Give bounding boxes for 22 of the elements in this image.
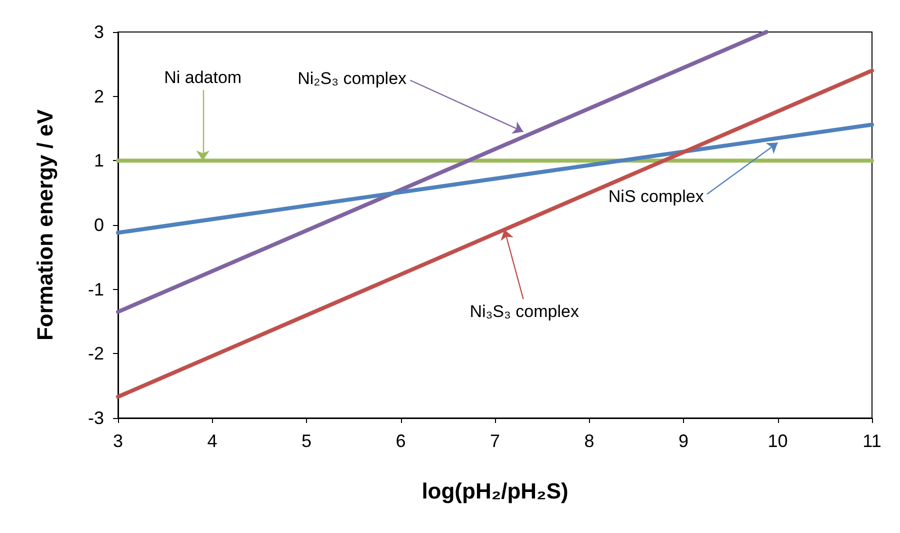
y-tick-label: -1 bbox=[88, 279, 104, 300]
y-tick-label: 2 bbox=[94, 86, 104, 106]
y-tick-label: 0 bbox=[94, 215, 104, 235]
x-tick-label: 8 bbox=[584, 431, 594, 451]
y-axis-title: Formation energy / eV bbox=[32, 109, 58, 341]
x-tick-label: 7 bbox=[490, 431, 500, 451]
annotation: Ni₂S₃ complex bbox=[298, 69, 408, 88]
x-tick-label: 6 bbox=[396, 431, 406, 451]
y-tick-label: 1 bbox=[94, 150, 104, 171]
y-tick-label: -2 bbox=[88, 344, 104, 364]
annotation: Ni adatom bbox=[164, 68, 242, 87]
x-axis-title: log(pH₂/pH₂S) bbox=[422, 478, 568, 504]
x-tick-label: 11 bbox=[862, 431, 882, 451]
annotation: NiS complex bbox=[608, 186, 704, 206]
x-tick-label: 5 bbox=[301, 431, 312, 451]
annotation: Ni₃S₃ complex bbox=[470, 302, 580, 321]
x-tick-label: 9 bbox=[678, 431, 689, 451]
x-tick-label: 4 bbox=[207, 431, 218, 451]
y-tick-label: -3 bbox=[88, 408, 104, 428]
x-tick-label: 10 bbox=[768, 431, 788, 451]
y-tick-label: 3 bbox=[94, 22, 104, 42]
x-tick-label: 3 bbox=[112, 431, 124, 451]
